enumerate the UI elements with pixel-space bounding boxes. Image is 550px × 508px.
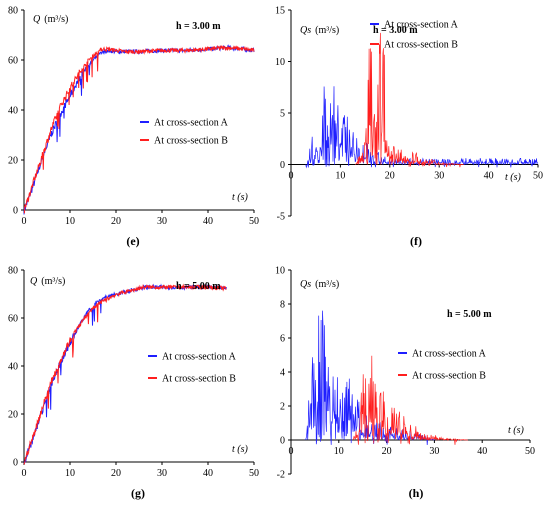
x-axis-label: t (s) — [232, 192, 249, 203]
x-tick-label: 10 — [334, 446, 344, 457]
x-tick-label: 0 — [289, 446, 294, 457]
x-tick-label: 50 — [249, 216, 259, 227]
x-tick-label: 30 — [157, 216, 167, 227]
series-line-a — [305, 86, 539, 169]
x-tick-label: 0 — [22, 216, 27, 227]
series-line-a — [23, 44, 255, 215]
depth-annotation: h = 5.00 m — [447, 309, 492, 320]
x-tick-label: 40 — [477, 446, 487, 457]
y-tick-label: 10 — [275, 266, 285, 277]
series-line-b — [352, 355, 468, 445]
y-tick-label: 60 — [8, 314, 18, 325]
panel-label: (e) — [126, 234, 139, 248]
y-tick-label: -5 — [277, 212, 285, 223]
legend-label: At cross-section A — [412, 349, 487, 360]
panel-g: 0 20 40 60 80 0 10 20 30 40 50 Q (m³/s) t (s) h = 5.00… — [8, 266, 259, 501]
panel-label: (g) — [131, 486, 145, 500]
y-tick-label: 0 — [280, 160, 285, 171]
x-tick-label: 0 — [289, 171, 294, 182]
y-tick-label: 80 — [8, 6, 18, 17]
x-tick-label: 50 — [249, 468, 259, 479]
y-axis-label: Q (m³/s) — [33, 14, 68, 25]
x-tick-label: 40 — [203, 468, 213, 479]
x-tick-label: 40 — [203, 216, 213, 227]
panel-label: (h) — [409, 486, 424, 500]
legend-label: At cross-section A — [154, 118, 229, 129]
series-line-a — [305, 310, 435, 446]
y-tick-label: 60 — [8, 56, 18, 67]
y-tick-label: 10 — [275, 57, 285, 68]
x-tick-label: 20 — [111, 216, 121, 227]
legend-label: At cross-section B — [412, 371, 486, 382]
y-tick-label: -2 — [277, 470, 285, 481]
y-tick-label: 6 — [280, 334, 285, 345]
y-axis-label: Qs (m³/s) — [300, 279, 339, 290]
x-tick-label: 50 — [533, 171, 543, 182]
series-line-b — [23, 44, 255, 214]
y-tick-label: 80 — [8, 266, 18, 277]
y-tick-label: 0 — [280, 436, 285, 447]
series-line-b — [23, 283, 227, 465]
series-line-b — [355, 32, 464, 168]
panel-label: (f) — [410, 234, 422, 248]
y-tick-label: 2 — [280, 402, 285, 413]
x-tick-label: 10 — [335, 171, 345, 182]
y-tick-label: 40 — [8, 106, 18, 117]
x-axis-label: t (s) — [232, 444, 249, 455]
x-tick-label: 20 — [111, 468, 121, 479]
depth-annotation: h = 5.00 m — [176, 281, 221, 292]
depth-annotation: h = 3.00 m — [373, 25, 418, 36]
y-tick-label: 20 — [8, 410, 18, 421]
y-tick-label: 0 — [13, 206, 18, 217]
panel-e: 0 20 40 60 80 0 10 20 30 40 50 Q (m³/s) t (s) h = 3.00… — [8, 6, 259, 249]
y-axis-label: Q (m³/s) — [30, 276, 65, 287]
x-tick-label: 40 — [484, 171, 494, 182]
y-tick-label: 15 — [275, 6, 285, 17]
legend-label: At cross-section B — [162, 374, 236, 385]
x-tick-label: 30 — [434, 171, 444, 182]
legend-label: At cross-section A — [384, 20, 459, 31]
y-tick-label: 40 — [8, 362, 18, 373]
x-tick-label: 20 — [385, 171, 395, 182]
x-tick-label: 10 — [65, 216, 75, 227]
x-tick-label: 30 — [157, 468, 167, 479]
x-tick-label: 20 — [382, 446, 392, 457]
panel-h: -2 0 2 4 6 8 10 0 10 20 30 40 50 Qs (m³/s) t (s) h = 5.0… — [275, 266, 535, 501]
y-tick-label: 5 — [280, 109, 285, 120]
y-tick-label: 0 — [13, 458, 18, 469]
legend-label: At cross-section B — [384, 40, 458, 51]
y-tick-label: 8 — [280, 300, 285, 311]
x-tick-label: 50 — [525, 446, 535, 457]
y-axis-label: Qs (m³/s) — [300, 25, 339, 36]
x-tick-label: 10 — [65, 468, 75, 479]
panel-f: -5 0 5 10 15 0 10 20 30 40 50 Qs (m³/s) t (s) h = 3.00… — [275, 6, 543, 249]
x-axis-label: t (s) — [505, 172, 522, 183]
x-axis-label: t (s) — [508, 425, 525, 436]
legend-label: At cross-section B — [154, 136, 228, 147]
x-tick-label: 0 — [22, 468, 27, 479]
depth-annotation: h = 3.00 m — [176, 21, 221, 32]
y-tick-label: 4 — [280, 368, 285, 379]
y-tick-label: 20 — [8, 156, 18, 167]
legend-label: At cross-section A — [162, 352, 237, 363]
x-tick-label: 30 — [429, 446, 439, 457]
